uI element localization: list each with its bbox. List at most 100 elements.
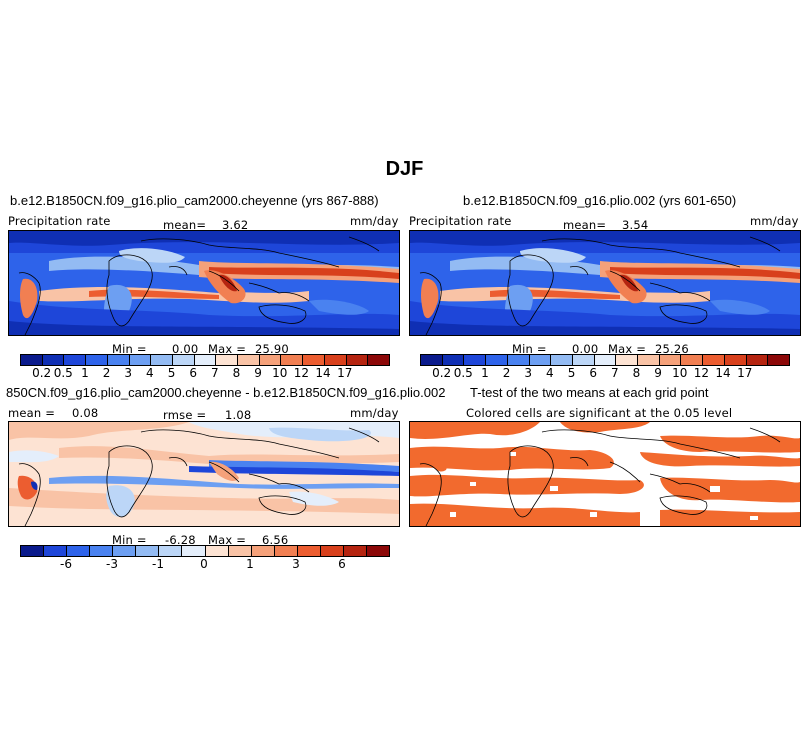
diff-colorbar-swatch xyxy=(44,546,68,556)
panel3-map xyxy=(8,421,400,527)
precip-colorbar-swatch xyxy=(507,355,530,365)
precip-colorbar-swatch xyxy=(638,355,660,365)
precip-colorbar-tick-label: 14 xyxy=(315,366,331,380)
diff-colorbar-swatch xyxy=(343,546,367,556)
diff-colorbar-tick-label: -1 xyxy=(152,557,164,571)
precip-colorbar-tick-label: 2 xyxy=(502,366,511,380)
precip-colorbar-swatch xyxy=(107,355,130,365)
diff-colorbar-swatch xyxy=(136,546,160,556)
diff-colorbar-swatch xyxy=(159,546,183,556)
precip-colorbar-tick-label: 14 xyxy=(715,366,731,380)
diff-colorbar-tick-label: -6 xyxy=(60,557,72,571)
precip-colorbar-tick-label: 8 xyxy=(632,366,641,380)
precip-colorbar-tick-label: 2 xyxy=(102,366,111,380)
precip-colorbar-tick-label: 12 xyxy=(693,366,710,380)
precip-colorbar-swatch xyxy=(442,355,465,365)
diff-colorbar-swatch xyxy=(21,546,45,556)
diff-colorbar-swatch xyxy=(205,546,229,556)
precip-colorbar-tick-label: 4 xyxy=(546,366,554,380)
panel2-title: b.e12.B1850CN.f09_g16.plio.002 (yrs 601-… xyxy=(463,193,737,208)
precip-colorbar-swatch xyxy=(172,355,195,365)
precip-colorbar-swatch xyxy=(42,355,65,365)
panel2-min-value: 0.00 xyxy=(572,342,599,356)
precip-colorbar-swatch xyxy=(86,355,108,365)
panel2-max-label: Max = xyxy=(608,342,647,356)
precip-colorbar-tick-label: 9 xyxy=(254,366,262,380)
precip-colorbar-swatch xyxy=(724,355,747,365)
panel4-significance-field xyxy=(410,422,800,526)
panel2-variable: Precipitation rate xyxy=(409,214,512,228)
panel3-colorbar xyxy=(20,545,390,557)
precip-colorbar-swatch xyxy=(746,355,769,365)
precip-colorbar-tick-label: 3 xyxy=(524,366,533,380)
diff-colorbar-swatch xyxy=(297,546,321,556)
panel3-units: mm/day xyxy=(350,406,399,420)
precip-colorbar-swatch xyxy=(238,355,260,365)
precip-colorbar-tick-label: 4 xyxy=(146,366,154,380)
precip-colorbar-tick-label: 8 xyxy=(232,366,241,380)
diff-colorbar-swatch xyxy=(274,546,298,556)
precip-colorbar-swatch xyxy=(486,355,508,365)
diff-colorbar-swatch xyxy=(228,546,252,556)
panel3-max-value: 6.56 xyxy=(262,533,289,547)
precip-colorbar-tick-label: 1 xyxy=(481,366,489,380)
precip-colorbar-tick-label: 17 xyxy=(337,366,353,380)
precip-colorbar-swatch xyxy=(216,355,239,365)
precip-colorbar-tick-label: 10 xyxy=(672,366,688,380)
panel1-title: b.e12.B1850CN.f09_g16.plio_cam2000.cheye… xyxy=(10,193,379,208)
panel4-title: T-test of the two means at each grid poi… xyxy=(470,385,709,400)
precip-colorbar-tick-label: 0.5 xyxy=(53,366,73,380)
precip-colorbar-tick-label: 17 xyxy=(737,366,753,380)
precip-colorbar-swatch xyxy=(464,355,487,365)
diff-colorbar-swatch xyxy=(251,546,275,556)
panel1-variable: Precipitation rate xyxy=(8,214,111,228)
precip-colorbar-swatch xyxy=(659,355,682,365)
panel3-mean-value: 0.08 xyxy=(72,406,99,420)
panel2-min-label: Min = xyxy=(512,342,547,356)
diff-colorbar-swatch xyxy=(90,546,114,556)
panel1-precip-field xyxy=(9,231,399,335)
precip-colorbar-tick-label: 5 xyxy=(167,366,176,380)
panel1-min-value: 0.00 xyxy=(172,342,199,356)
precip-colorbar-swatch xyxy=(64,355,87,365)
panel1-max-label: Max = xyxy=(208,342,247,356)
panel1-mean-label: mean= xyxy=(163,218,207,232)
panel3-difference-field xyxy=(9,422,399,526)
precip-colorbar-swatch xyxy=(681,355,704,365)
panel2-mean-value: 3.54 xyxy=(622,218,649,232)
precip-colorbar-tick-label: 7 xyxy=(210,366,219,380)
precip-colorbar-tick-label: 10 xyxy=(272,366,288,380)
panel1-colorbar xyxy=(20,354,390,366)
precip-colorbar-tick-label: 0.2 xyxy=(32,366,52,380)
precip-colorbar-swatch xyxy=(703,355,725,365)
panel3-mean-label: mean = xyxy=(8,406,56,420)
precip-colorbar-swatch xyxy=(768,355,789,365)
precip-colorbar-swatch xyxy=(421,355,443,365)
panel1-max-value: 25.90 xyxy=(255,342,289,356)
panel1-min-label: Min = xyxy=(112,342,147,356)
diff-colorbar-swatch xyxy=(113,546,137,556)
panel3-rmse-value: 1.08 xyxy=(225,408,252,422)
precip-colorbar-swatch xyxy=(151,355,173,365)
panel3-title: 850CN.f09_g16.plio_cam2000.cheyenne - b.… xyxy=(6,385,446,400)
precip-colorbar-swatch xyxy=(324,355,347,365)
precip-colorbar-tick-label: 0.5 xyxy=(453,366,473,380)
precip-colorbar-tick-label: 3 xyxy=(124,366,133,380)
panel2-max-value: 25.26 xyxy=(655,342,689,356)
precip-colorbar-swatch xyxy=(594,355,617,365)
diff-colorbar-tick-label: 3 xyxy=(292,557,300,571)
diff-colorbar-swatch xyxy=(182,546,206,556)
panel3-min-label: Min = xyxy=(112,533,147,547)
panel2-units: mm/day xyxy=(750,214,799,228)
diff-colorbar-swatch xyxy=(67,546,91,556)
precip-colorbar-tick-label: 12 xyxy=(293,366,310,380)
precip-colorbar-swatch xyxy=(529,355,552,365)
panel4-map xyxy=(409,421,801,527)
diff-colorbar-swatch xyxy=(366,546,389,556)
precip-colorbar-swatch xyxy=(281,355,304,365)
precip-colorbar-swatch xyxy=(21,355,43,365)
precip-colorbar-swatch xyxy=(616,355,639,365)
diff-colorbar-tick-label: 0 xyxy=(200,557,208,571)
diff-colorbar-tick-label: 6 xyxy=(338,557,346,571)
precip-colorbar-swatch xyxy=(346,355,369,365)
